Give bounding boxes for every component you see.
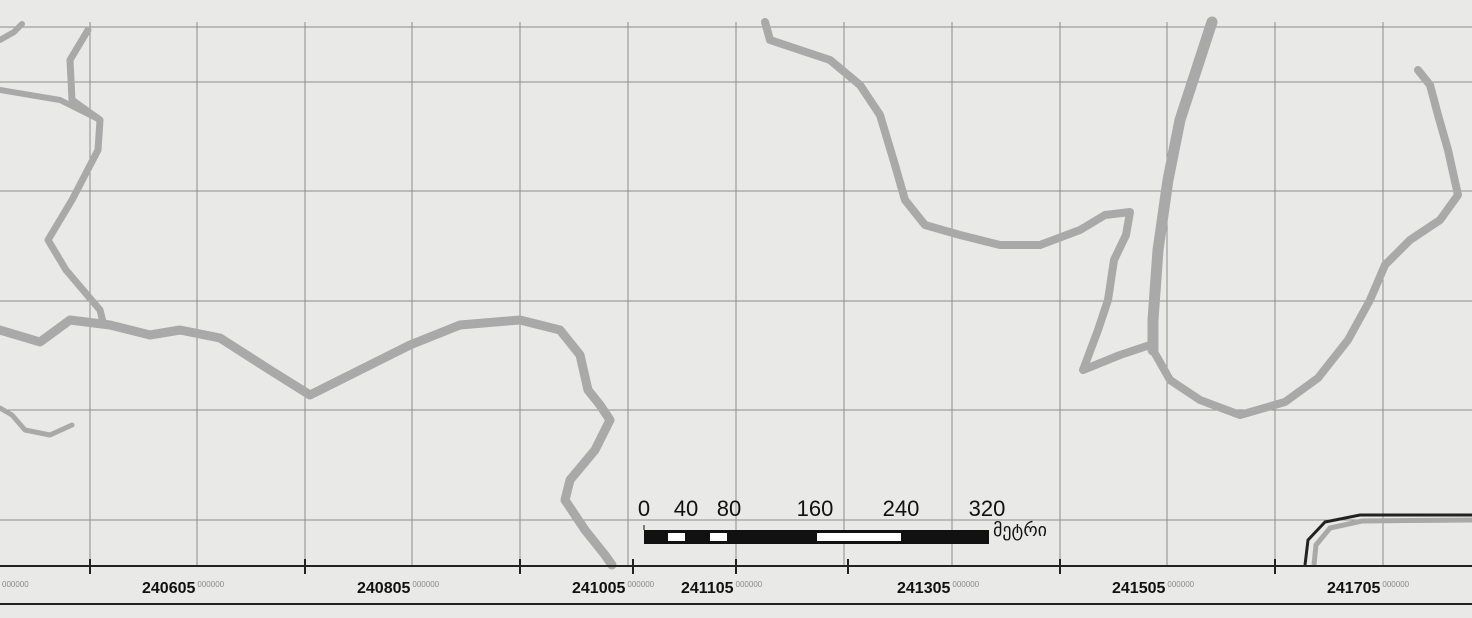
river-left-small (0, 405, 75, 438)
scale-label-320: 320 (968, 496, 1006, 521)
x-axis-suffix: 000000 (197, 580, 225, 589)
scale-unit-label: მეტრი (993, 520, 1047, 541)
road-casing (1311, 517, 1472, 566)
x-axis-left-fragment: 000000 (0, 580, 29, 598)
river-east-loop (1149, 66, 1462, 419)
x-axis-value: 241305 (897, 580, 951, 597)
x-axis-label-241305: 241305 000000 (897, 580, 979, 598)
river-center-meander (761, 18, 1154, 374)
x-axis-label-240805: 240805 000000 (357, 580, 439, 598)
x-axis-suffix: 000000 (1167, 580, 1195, 589)
x-axis-value: 240605 (142, 580, 196, 597)
scale-label-240: 240 (882, 496, 920, 521)
coordinate-grid (0, 22, 1472, 565)
river-left-branch (0, 87, 103, 123)
x-axis-suffix: 000000 (952, 580, 980, 589)
scale-label-80: 80 (716, 496, 742, 521)
x-axis-value: 240805 (357, 580, 411, 597)
x-axis-value: 241505 (1112, 580, 1166, 597)
x-axis-value: 241105 (681, 580, 734, 597)
scale-bar (643, 525, 989, 544)
x-axis-label-241005: 241005 000000 (572, 580, 654, 598)
scale-label-160: 160 (796, 496, 834, 521)
river-main-west (0, 315, 617, 570)
x-axis-value: 241705 (1327, 580, 1381, 597)
x-axis-label-241505: 241505 000000 (1112, 580, 1194, 598)
x-axis-label-241705: 241705 000000 (1327, 580, 1409, 598)
x-axis (0, 559, 1472, 605)
x-axis-suffix: 000000 (412, 580, 440, 589)
river-network (0, 16, 1462, 570)
x-axis-value: 241005 (572, 580, 626, 597)
river-left-upper (44, 26, 107, 326)
road-line (1303, 513, 1472, 566)
scale-label-40: 40 (673, 496, 699, 521)
river-diagonal (1147, 16, 1218, 356)
x-axis-suffix: 000000 (2, 580, 29, 589)
river-top-left-corner (0, 21, 25, 43)
x-axis-label-240605: 240605 000000 (142, 580, 224, 598)
scale-label-0: 0 (637, 496, 651, 521)
x-axis-label-241105: 241105 000000 (681, 580, 762, 598)
x-axis-suffix: 000000 (1382, 580, 1410, 589)
x-axis-suffix: 000000 (735, 580, 763, 589)
x-axis-suffix: 000000 (627, 580, 655, 589)
